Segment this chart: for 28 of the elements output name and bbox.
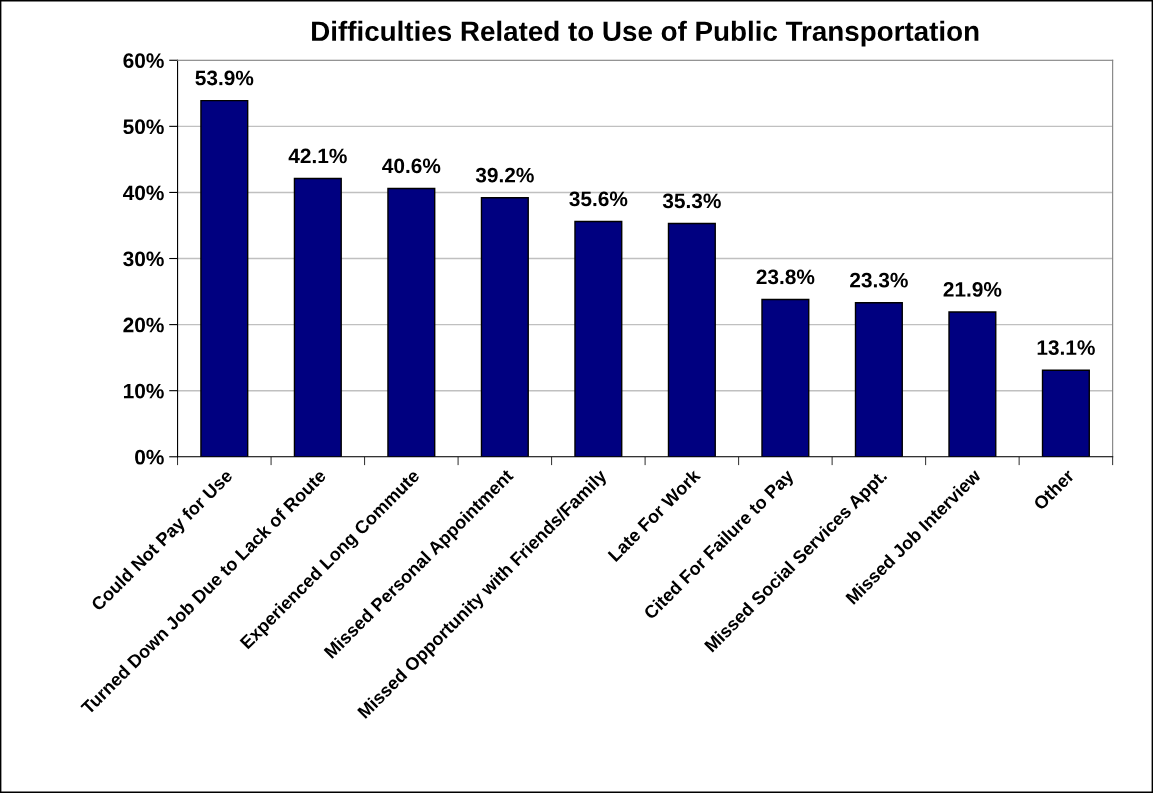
bar: [480, 197, 529, 457]
chart-title: Difficulties Related to Use of Public Transportation: [312, 20, 979, 47]
y-tick-label: 30%: [123, 251, 164, 267]
data-label: 23.3%: [850, 272, 908, 288]
data-label: 42.1%: [288, 148, 347, 164]
y-tick-label: 50%: [123, 119, 164, 135]
data-label: 53.9%: [195, 70, 254, 86]
bar: [761, 298, 810, 457]
data-label: 23.8%: [756, 269, 815, 285]
data-label: 35.3%: [662, 193, 721, 209]
bar: [854, 302, 903, 457]
y-tick-label: 0%: [135, 449, 164, 465]
y-tick-label: 10%: [123, 383, 164, 399]
bar: [574, 220, 623, 457]
bar: [667, 222, 716, 457]
y-tick-label: 20%: [123, 317, 164, 333]
data-label: 39.2%: [475, 167, 534, 183]
data-label: 21.9%: [943, 282, 1002, 297]
y-tick-label: 60%: [123, 53, 164, 69]
y-tick-label: 40%: [122, 185, 164, 201]
bar: [1041, 369, 1090, 457]
bar: [387, 187, 436, 457]
data-label: 40.6%: [382, 158, 441, 174]
bar: [293, 177, 342, 457]
bar: [200, 99, 249, 457]
data-label: 35.6%: [569, 191, 628, 207]
bar: [948, 311, 997, 457]
data-label: 13.1%: [1037, 340, 1095, 355]
